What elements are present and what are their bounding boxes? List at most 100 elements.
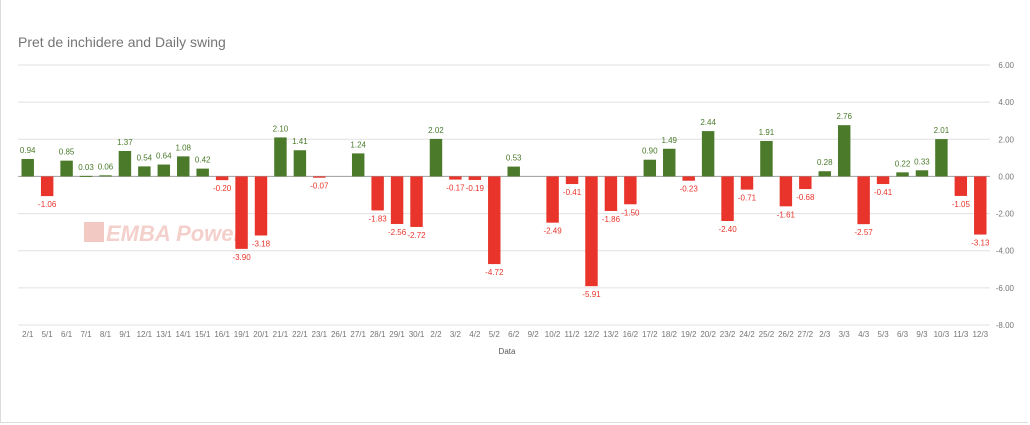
x-tick-label: 5/3 (878, 330, 890, 339)
x-tick-label: 27/1 (350, 330, 366, 339)
bar (507, 166, 520, 177)
data-label: -1.86 (602, 215, 621, 224)
x-tick-label: 6/2 (508, 330, 520, 339)
data-label: -0.41 (563, 188, 582, 197)
x-axis-title: Data (499, 347, 516, 356)
x-tick-label: 23/1 (312, 330, 328, 339)
x-tick-label: 12/1 (137, 330, 153, 339)
x-tick-label: 30/1 (409, 330, 425, 339)
watermark-mark (84, 222, 104, 242)
bar (565, 176, 579, 185)
x-tick-label: 12/2 (584, 330, 600, 339)
bar (760, 140, 773, 177)
x-tick-label: 2/1 (22, 330, 34, 339)
x-tick-label: 25/2 (759, 330, 775, 339)
data-label: -2.56 (388, 228, 407, 237)
x-tick-label: 3/3 (839, 330, 851, 339)
watermark-text: EMBA Power (106, 221, 244, 246)
data-label: 1.49 (661, 136, 677, 145)
data-label: 1.41 (292, 137, 308, 146)
data-label: 2.02 (428, 126, 444, 135)
bar (40, 176, 54, 197)
bar (177, 156, 190, 177)
x-tick-label: 15/1 (195, 330, 211, 339)
x-tick-label: 14/1 (175, 330, 191, 339)
x-tick-label: 13/2 (603, 330, 619, 339)
x-tick-label: 24/2 (739, 330, 755, 339)
bar (293, 150, 307, 177)
data-label: 0.22 (895, 159, 911, 168)
data-label: 0.28 (817, 158, 833, 167)
x-axis-ticks: 2/1 5/1 6/1 7/1 8/1 9/1 12/1 13/1 14/1 15/1 16/1 19… (22, 330, 988, 339)
bar (682, 176, 695, 181)
bar (118, 150, 132, 177)
data-label: -0.71 (738, 194, 757, 203)
x-tick-label: 17/2 (642, 330, 658, 339)
data-label: -5.91 (582, 290, 601, 299)
data-label: 2.10 (273, 124, 289, 133)
bar (429, 138, 443, 177)
x-tick-label: 13/1 (156, 330, 172, 339)
bar (215, 176, 229, 181)
bar (410, 176, 423, 227)
bar (935, 139, 948, 177)
bar (99, 175, 112, 177)
x-tick-label: 4/3 (858, 330, 870, 339)
bars: 0.94 -1.06 0.850.03 0.06 1.37 0.54 0.641.08 0.4… (20, 112, 990, 299)
data-label: -1.06 (38, 200, 57, 209)
x-tick-label: 20/2 (700, 330, 716, 339)
bar (954, 176, 968, 196)
y-tick-label: 4.00 (998, 98, 1014, 107)
bar (254, 176, 268, 236)
x-tick-label: 16/1 (214, 330, 230, 339)
y-tick-label: -4.00 (996, 247, 1015, 256)
y-tick-label: -2.00 (996, 210, 1015, 219)
data-label: 0.03 (78, 163, 94, 172)
x-tick-label: 11/2 (565, 330, 581, 339)
bar (585, 176, 598, 287)
data-label: -0.41 (874, 188, 893, 197)
x-tick-label: 28/1 (370, 330, 386, 339)
data-label: 1.24 (350, 140, 366, 149)
data-label: -3.18 (252, 239, 271, 248)
x-tick-label: 18/2 (661, 330, 677, 339)
data-label: 0.06 (98, 162, 114, 171)
gridlines (18, 64, 990, 326)
x-tick-label: 9/2 (528, 330, 540, 339)
y-tick-label: 6.00 (998, 61, 1014, 70)
bar (663, 148, 676, 177)
data-label: -3.90 (232, 253, 251, 262)
x-tick-label: 19/1 (234, 330, 250, 339)
data-label: -0.20 (213, 184, 232, 193)
data-label: 0.33 (914, 157, 930, 166)
data-label: 0.53 (506, 154, 522, 163)
x-tick-label: 23/2 (720, 330, 736, 339)
bar (604, 176, 618, 211)
data-label: 2.76 (836, 112, 852, 121)
bar (313, 176, 326, 178)
bar (701, 131, 715, 177)
bar (371, 176, 384, 211)
bar (799, 176, 812, 190)
x-tick-label: 3/2 (450, 330, 462, 339)
data-label: 0.42 (195, 156, 211, 165)
bar (915, 170, 929, 177)
data-label: 0.85 (59, 148, 75, 157)
bar (546, 176, 559, 223)
data-label: -2.40 (718, 225, 737, 234)
data-label: -4.72 (485, 268, 504, 277)
x-tick-label: 21/1 (273, 330, 289, 339)
bar (857, 176, 870, 225)
data-label: -3.13 (971, 239, 990, 248)
data-label: 0.64 (156, 152, 172, 161)
y-tick-label: 2.00 (998, 135, 1014, 144)
data-label: 1.91 (759, 128, 775, 137)
bar (235, 176, 248, 249)
bar (390, 176, 404, 224)
bar (721, 176, 734, 221)
data-label: 2.44 (700, 118, 716, 127)
data-label: -0.19 (466, 184, 485, 193)
data-label: -0.07 (310, 182, 329, 191)
x-tick-label: 5/1 (42, 330, 54, 339)
